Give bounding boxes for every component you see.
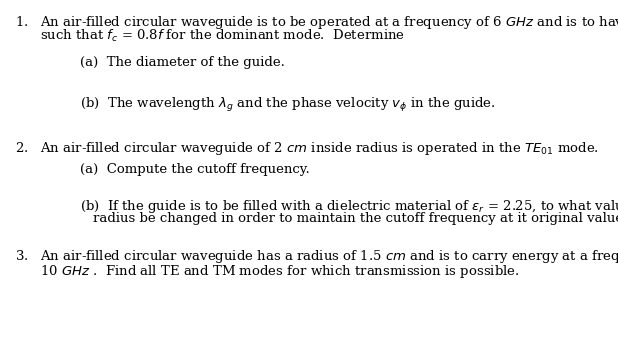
Text: 1.   An air-filled circular waveguide is to be operated at a frequency of 6 $\ma: 1. An air-filled circular waveguide is t… [15,14,618,31]
Text: (b)  The wavelength $\lambda_g$ and the phase velocity $v_\phi$ in the guide.: (b) The wavelength $\lambda_g$ and the p… [80,96,496,114]
Text: radius be changed in order to maintain the cutoff frequency at it original value: radius be changed in order to maintain t… [93,212,618,225]
Text: 10 $\mathit{GHz}$ .  Find all TE and TM modes for which transmission is possible: 10 $\mathit{GHz}$ . Find all TE and TM m… [40,263,520,280]
Text: such that $f_c$ = 0.8$f$ for the dominant mode.  Determine: such that $f_c$ = 0.8$f$ for the dominan… [40,28,405,44]
Text: 3.   An air-filled circular waveguide has a radius of 1.5 $\mathit{cm}$ and is t: 3. An air-filled circular waveguide has … [15,248,618,265]
Text: 2.   An air-filled circular waveguide of 2 $\mathit{cm}$ inside radius is operat: 2. An air-filled circular waveguide of 2… [15,140,599,157]
Text: (a)  The diameter of the guide.: (a) The diameter of the guide. [80,56,285,69]
Text: (a)  Compute the cutoff frequency.: (a) Compute the cutoff frequency. [80,163,310,176]
Text: (b)  If the guide is to be filled with a dielectric material of $\varepsilon_r$ : (b) If the guide is to be filled with a … [80,198,618,215]
